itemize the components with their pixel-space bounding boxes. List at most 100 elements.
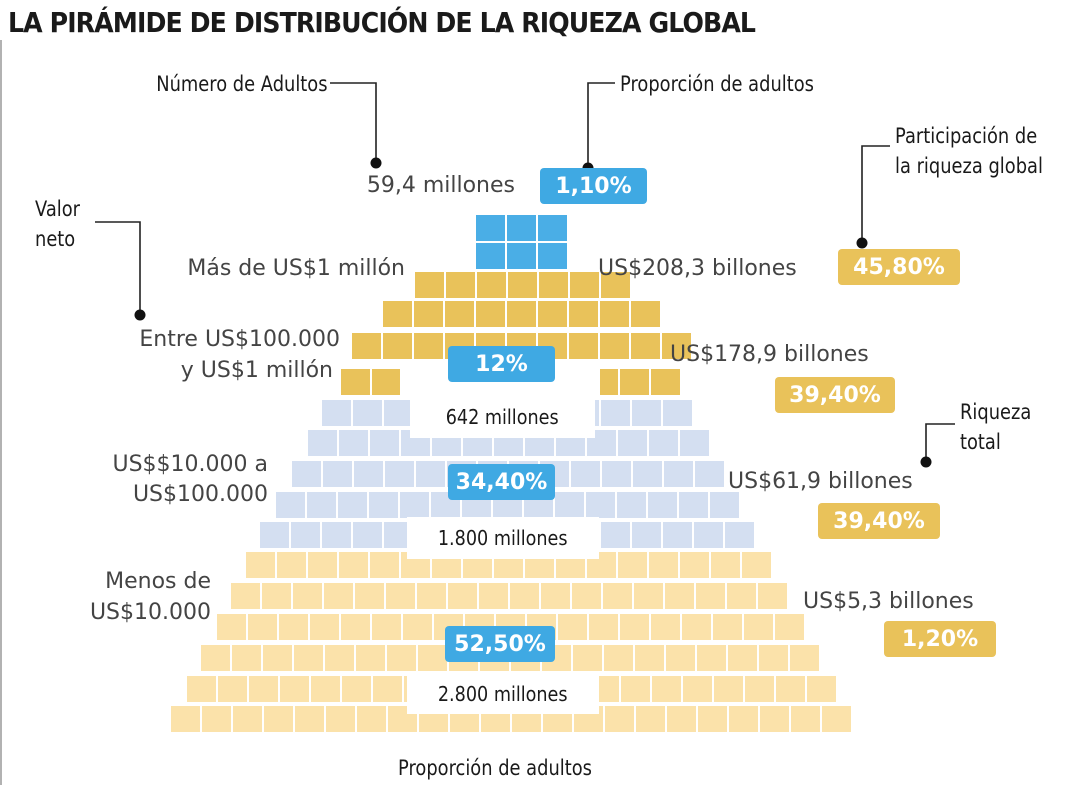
tier-1-total-wealth: US$178,9 billones: [670, 342, 869, 367]
pyramid-block: [589, 614, 618, 640]
pyramid-block: [415, 272, 444, 298]
pyramid-block: [791, 706, 820, 732]
pyramid-block: [600, 301, 629, 327]
pyramid-block: [570, 272, 599, 298]
pyramid-block: [293, 583, 322, 609]
pyramid-block: [476, 215, 505, 241]
pyramid-block: [446, 272, 475, 298]
header-wealth-share-line2: la riqueza global: [895, 154, 1043, 178]
header-adults-share-top: Proporción de adultos: [620, 72, 814, 96]
pyramid-block: [633, 461, 662, 487]
tier-0-adults-count: 59,4 millones: [366, 173, 515, 198]
pyramid-block: [555, 492, 584, 518]
pyramid-block: [353, 522, 382, 548]
pyramid-block: [652, 676, 681, 702]
pyramid-block: [790, 645, 819, 671]
pyramid-block: [248, 614, 277, 640]
tier-0-total-wealth: US$208,3 billones: [598, 256, 797, 281]
tier-2-wealth-share-badge: 39,40%: [818, 503, 940, 539]
pyramid-block: [262, 583, 291, 609]
tier-3-adults-count: 2.800 millones: [407, 674, 599, 714]
pyramid-block: [822, 706, 851, 732]
tier-2-wealth-range-line2: US$100.000: [132, 482, 268, 507]
pyramid-block: [679, 492, 708, 518]
wealth-share-leader: [861, 145, 890, 243]
pyramid-block: [322, 522, 351, 548]
pyramid-block: [667, 706, 696, 732]
pyramid-block: [403, 614, 432, 640]
pyramid-block: [680, 430, 709, 456]
pyramid-block: [294, 645, 323, 671]
pyramid-block: [233, 706, 262, 732]
pyramid-block: [631, 333, 660, 359]
pyramid-block: [758, 583, 787, 609]
header-adults-number: Número de Adultos: [156, 72, 328, 96]
pyramid-block: [602, 461, 631, 487]
header-total-wealth-line2: total: [960, 430, 1001, 454]
tier-1-wealth-range-line1: Entre US$100.000: [139, 327, 340, 352]
pyramid-block: [355, 583, 384, 609]
tier-2-adults-share-badge: 34,40%: [448, 464, 555, 500]
pyramid-block: [697, 645, 726, 671]
pyramid-block: [339, 552, 368, 578]
tier-0-adults-share-badge: 1,10%: [540, 168, 647, 204]
pyramid-block: [372, 369, 401, 395]
tier-1-wealth-share-badge: 39,40%: [775, 377, 895, 413]
pyramid-block: [417, 583, 446, 609]
pyramid-block: [569, 333, 598, 359]
tier-3-wealth-share-badge: 1,20%: [884, 621, 996, 657]
pyramid-block: [621, 676, 650, 702]
net-value-leader: [95, 221, 141, 315]
pyramid-block: [663, 400, 692, 426]
pyramid-block: [310, 614, 339, 640]
pyramid-block: [665, 583, 694, 609]
pyramid-block: [696, 583, 725, 609]
pyramid-block: [372, 614, 401, 640]
pyramid-block: [651, 369, 680, 395]
tier-3-total-wealth: US$5,3 billones: [803, 589, 974, 614]
pyramid-block: [742, 552, 771, 578]
pyramid-block: [307, 492, 336, 518]
header-net-value-line1: Valor: [35, 197, 80, 221]
pyramid-block: [651, 614, 680, 640]
pyramid-block: [352, 333, 381, 359]
pyramid-block: [232, 645, 261, 671]
pyramid-block: [510, 583, 539, 609]
pyramid-block: [325, 645, 354, 671]
pyramid-block: [729, 706, 758, 732]
pyramid-block: [508, 272, 537, 298]
header-net-value-line2: neto: [35, 227, 76, 251]
pyramid-block: [264, 706, 293, 732]
pyramid-block: [217, 614, 246, 640]
pyramid-block: [414, 333, 443, 359]
pyramid-block: [477, 272, 506, 298]
pyramid-block: [745, 676, 774, 702]
pyramid-block: [280, 676, 309, 702]
pyramid-block: [507, 301, 536, 327]
pyramid-block: [385, 461, 414, 487]
tier-0-wealth-range: Más de US$1 millón: [187, 256, 405, 281]
pyramid-block: [369, 492, 398, 518]
pyramid-block: [279, 614, 308, 640]
pyramid-block: [295, 706, 324, 732]
pyramid-block: [632, 522, 661, 548]
pyramid-block: [249, 676, 278, 702]
pyramid-block: [276, 492, 305, 518]
pyramid-block: [728, 645, 757, 671]
header-adults-share-bottom: Proporción de adultos: [398, 756, 592, 780]
pyramid-block: [662, 333, 691, 359]
pyramid-block: [246, 552, 275, 578]
pyramid-block: [663, 522, 692, 548]
pyramid-block: [573, 645, 602, 671]
pyramid-block: [538, 215, 567, 241]
pyramid-block: [476, 243, 505, 269]
pyramid-block: [507, 243, 536, 269]
pyramid-block: [604, 645, 633, 671]
pyramid-block: [171, 706, 200, 732]
pyramid-block: [541, 583, 570, 609]
tier-3-adults-share-badge: 52,50%: [445, 626, 555, 662]
pyramid-block: [569, 301, 598, 327]
pyramid-block: [386, 583, 415, 609]
tier-1-adults-count: 642 millones: [410, 396, 595, 438]
